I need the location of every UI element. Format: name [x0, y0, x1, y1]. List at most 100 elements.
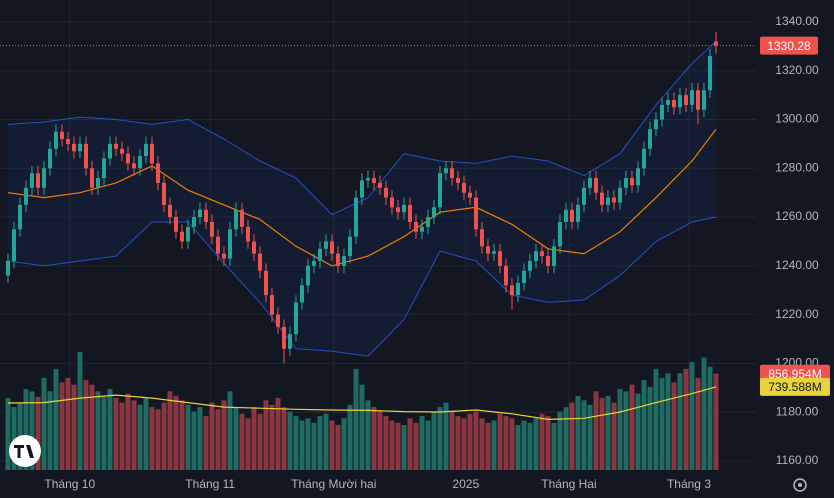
volume-bar — [707, 366, 713, 470]
candle-body — [71, 143, 76, 152]
volume-bar — [29, 391, 35, 470]
volume-bar — [329, 420, 335, 470]
volume-bar — [437, 407, 443, 470]
candle-body — [11, 229, 16, 261]
candle-body — [341, 256, 346, 266]
candle-body — [527, 260, 532, 271]
candle-body — [509, 285, 514, 296]
volume-bar — [47, 391, 53, 470]
volume-bar — [203, 416, 209, 470]
volume-bar — [227, 391, 233, 470]
volume-bar — [701, 357, 707, 470]
y-tick-label: 1240.00 — [775, 258, 819, 272]
candle-body — [701, 90, 706, 110]
candle-body — [95, 178, 100, 188]
y-tick-label: 1220.00 — [775, 307, 819, 321]
volume-bar — [509, 418, 515, 470]
volume-bar — [695, 377, 701, 470]
candle-body — [359, 180, 364, 198]
gear[interactable] — [793, 478, 807, 492]
volume-bar — [599, 398, 605, 470]
candle-body — [671, 100, 676, 108]
volume-bar — [539, 413, 545, 470]
candle-body — [389, 197, 394, 208]
volume-bar — [563, 407, 569, 470]
volume-bar — [245, 418, 251, 470]
candle-body — [485, 246, 490, 254]
logo-glyph — [14, 445, 34, 458]
candle-body — [317, 248, 322, 261]
volume-bar — [101, 396, 107, 470]
volume-bar — [389, 420, 395, 470]
last-price-badge — [760, 36, 818, 55]
candle-body — [161, 182, 166, 205]
candle-body — [551, 246, 556, 266]
candle-body — [545, 256, 550, 266]
y-tick-label: 1340.00 — [775, 14, 819, 28]
volume-bar — [713, 373, 719, 470]
volume-bar — [395, 422, 401, 470]
volume-bar — [551, 422, 557, 470]
candle-body — [479, 229, 484, 247]
volume-bar — [269, 404, 275, 470]
candle-body — [275, 314, 280, 327]
volume-bar — [161, 402, 167, 470]
volume-bar — [107, 389, 113, 470]
candle-body — [629, 178, 634, 186]
candle-body — [683, 95, 688, 105]
volume-bar — [401, 425, 407, 470]
volume-bar — [233, 407, 239, 470]
candle-body — [281, 326, 286, 349]
volume-bar — [335, 425, 341, 470]
volume-bar — [557, 411, 563, 470]
volume-bar — [89, 384, 95, 470]
volume-bar — [305, 418, 311, 470]
candle-body — [305, 265, 310, 286]
y-tick-label: 1180.00 — [776, 404, 819, 418]
volume-bar — [323, 413, 329, 470]
candle-body — [143, 143, 148, 157]
volume-bar — [125, 393, 131, 470]
candle-body — [605, 197, 610, 205]
candle-body — [257, 253, 262, 271]
gear-center[interactable] — [798, 483, 802, 487]
x-tick-label: Tháng 10 — [44, 477, 95, 491]
x-tick-label: 2025 — [452, 477, 479, 491]
candle-body — [365, 178, 370, 181]
volume-bar — [149, 407, 155, 470]
volume-bar — [413, 422, 419, 470]
volume-bar — [497, 413, 503, 470]
volume-bar — [533, 418, 539, 470]
volume-bar — [575, 395, 581, 470]
candle-body — [299, 285, 304, 303]
candle-body — [203, 209, 208, 222]
volume-bar — [65, 377, 71, 470]
volume-bar — [605, 395, 611, 470]
volume-bar — [377, 411, 383, 470]
candle-body — [113, 143, 118, 149]
volume-bar — [341, 418, 347, 470]
candle-body — [419, 226, 424, 232]
volume-bar — [371, 407, 377, 470]
candle-body — [221, 253, 226, 259]
candle-body — [191, 217, 196, 227]
candle-body — [245, 226, 250, 242]
volume-bar — [215, 409, 221, 470]
candle-body — [83, 143, 88, 169]
candle-body — [323, 241, 328, 249]
volume-bar — [353, 368, 359, 470]
candle-body — [407, 204, 412, 222]
candle-body — [89, 168, 94, 188]
volume-bar — [143, 398, 149, 470]
candle-body — [623, 178, 628, 188]
volume-bar — [407, 418, 413, 470]
candle-body — [455, 178, 460, 183]
settings-icon[interactable] — [793, 478, 807, 492]
volume-bar — [665, 373, 671, 470]
candle-body — [575, 204, 580, 222]
volume-bar — [23, 389, 29, 470]
candle-body — [659, 104, 664, 120]
volume-bar — [185, 404, 191, 470]
